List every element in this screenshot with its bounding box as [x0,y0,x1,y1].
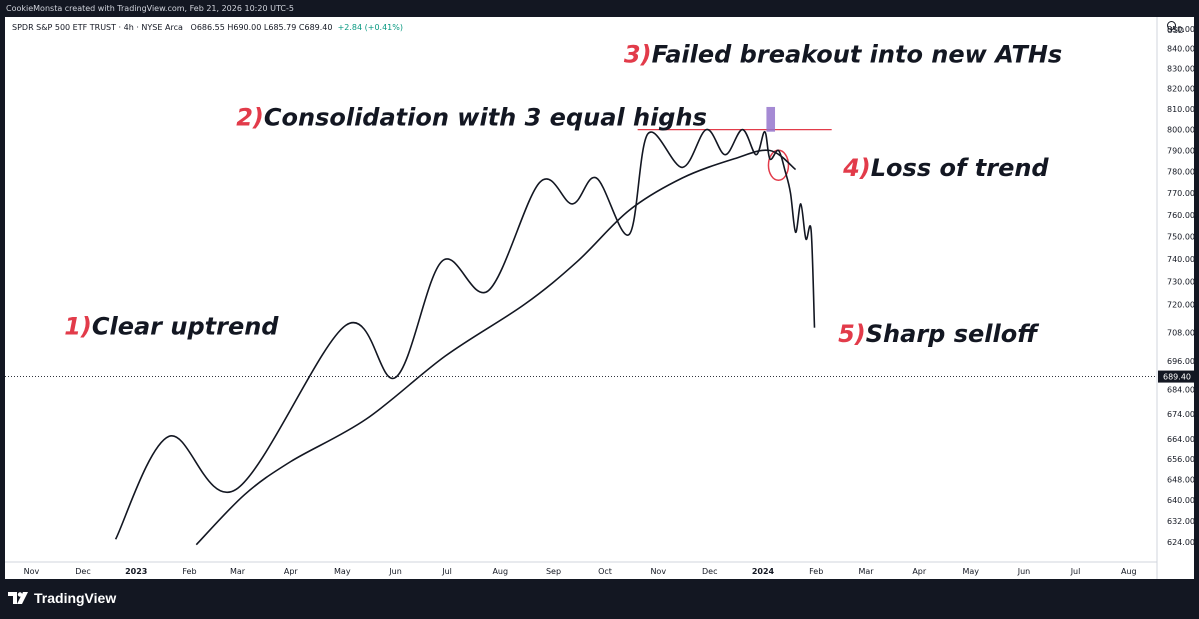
annotation-text: Failed breakout into new ATHs [652,41,1063,69]
annotation-number: 4) [842,154,871,182]
price-tick-label: 770.00 [1167,189,1194,198]
annotation-consolidation: 2)Consolidation with 3 equal highs [236,103,707,131]
tradingview-brand-text: TradingView [34,590,117,606]
time-tick-label: Feb [809,567,823,576]
annotation-failed-breakout: 3)Failed breakout into new ATHs [624,41,1062,69]
gear-icon[interactable] [1167,21,1176,30]
price-change: +2.84 (+0.41%) [337,23,403,32]
time-tick-label: Oct [598,567,612,576]
time-axis[interactable]: Nov Dec 2023 Feb Mar Apr May Jun Jul Aug Sep Oct Nov… [24,567,1137,576]
time-tick-label: Apr [912,567,927,576]
annotation-number: 1) [64,313,92,341]
tradingview-logo[interactable]: TradingView [8,590,116,606]
time-tick-label: Apr [284,567,299,576]
annotation-text: Clear uptrend [92,313,279,341]
time-tick-label: Mar [230,567,246,576]
time-tick-label: Jun [1017,567,1031,576]
symbol-name: SPDR S&P 500 ETF TRUST · 4h · NYSE Arca [12,23,183,32]
series-layer [114,128,816,546]
tradingview-logo-icon [8,592,28,604]
time-tick-label: Aug [1121,567,1137,576]
annotation-layer: 1)Clear uptrend 2)Consolidation with 3 eq… [64,41,1062,348]
last-price-label: 689.40 [1163,373,1191,382]
time-tick-label: Mar [858,567,874,576]
symbol-legend: SPDR S&P 500 ETF TRUST · 4h · NYSE Arca … [12,23,403,32]
last-price-label-box [1158,370,1194,383]
time-tick-label: 2024 [752,567,775,576]
price-tick-label: 790.00 [1167,146,1194,155]
price-tick-label: 720.00 [1167,300,1194,309]
time-tick-label: Jun [388,567,402,576]
time-tick-label: Sep [546,567,561,576]
price-axis-unit: USD [1167,26,1184,35]
trendline-curve [195,149,797,546]
price-tick-label: 830.00 [1167,65,1194,74]
price-tick-label: 760.00 [1167,211,1194,220]
price-tick-label: 820.00 [1167,85,1194,94]
price-tick-label: 850.00 [1167,25,1194,34]
price-tick-label: 800.00 [1167,126,1194,135]
price-tick-label: 840.00 [1167,45,1194,54]
annotation-text: Consolidation with 3 equal highs [264,103,707,131]
price-path-line [114,128,816,540]
time-tick-label: 2023 [125,567,147,576]
price-tick-label: 674.00 [1167,410,1194,419]
time-tick-label: Nov [24,567,40,576]
annotation-number: 5) [838,320,866,348]
price-tick-label: 648.00 [1167,475,1194,484]
time-tick-label: Nov [650,567,666,576]
time-tick-label: Dec [75,567,90,576]
time-tick-label: May [963,567,980,576]
annotation-loss-of-trend: 4)Loss of trend [842,154,1049,182]
annotation-number: 2) [236,103,264,131]
chart-plot-area[interactable]: USD 850.00 840.00 830.00 820.00 810.00 800.00 7… [5,17,1194,579]
footer-bar: TradingView [0,579,1199,619]
last-price-line: 689.40 [5,370,1194,383]
time-tick-label: Jul [1070,567,1081,576]
time-tick-label: Aug [492,567,508,576]
price-tick-label: 696.00 [1167,357,1194,366]
price-tick-label: 740.00 [1167,255,1194,264]
annotation-text: Loss of trend [871,154,1050,182]
annotation-sharp-selloff: 5)Sharp selloff [838,320,1039,348]
price-tick-label: 656.00 [1167,455,1194,464]
price-tick-label: 624.00 [1167,538,1194,547]
price-tick-label: 810.00 [1167,105,1194,114]
price-tick-label: 632.00 [1167,517,1194,526]
price-tick-label: 750.00 [1167,233,1194,242]
time-tick-label: May [334,567,351,576]
attribution-text: CookieMonsta created with TradingView.co… [6,4,294,13]
annotation-text: Sharp selloff [866,320,1039,348]
time-tick-label: Feb [182,567,196,576]
time-tick-label: Jul [441,567,452,576]
price-tick-label: 684.00 [1167,386,1194,395]
annotation-clear-uptrend: 1)Clear uptrend [64,313,279,341]
breakout-highlight-box [766,106,776,132]
annotation-number: 3) [624,41,652,69]
price-tick-label: 664.00 [1167,435,1194,444]
time-tick-label: Dec [702,567,717,576]
price-tick-label: 730.00 [1167,278,1194,287]
price-tick-label: 780.00 [1167,168,1194,177]
price-tick-label: 708.00 [1167,328,1194,337]
ohlc-values: O686.55 H690.00 L685.79 C689.40 [190,23,333,32]
price-tick-label: 640.00 [1167,496,1194,505]
